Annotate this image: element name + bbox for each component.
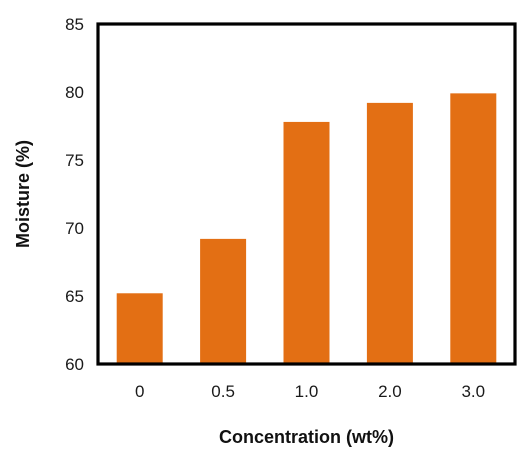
- x-tick-label: 0.5: [211, 382, 235, 401]
- y-tick-label: 60: [65, 355, 84, 374]
- y-axis-ticks: 60 65 70 75 80 85: [65, 15, 84, 374]
- y-tick-label: 75: [65, 151, 84, 170]
- x-axis-ticks: 0 0.5 1.0 2.0 3.0: [135, 382, 485, 401]
- bar-2.0: [366, 102, 413, 364]
- x-tick-label: 1.0: [295, 382, 319, 401]
- y-tick-label: 85: [65, 15, 84, 34]
- x-tick-label: 2.0: [378, 382, 402, 401]
- bar-3.0: [450, 93, 497, 365]
- y-axis-title: Moisture (%): [13, 140, 33, 248]
- x-tick-label: 0: [135, 382, 144, 401]
- bar-0.5: [200, 238, 247, 364]
- bar-1.0: [283, 121, 330, 364]
- x-axis-title: Concentration (wt%): [219, 427, 394, 447]
- plot-area-frame: [96, 22, 517, 366]
- bar-0: [116, 293, 163, 364]
- y-tick-label: 65: [65, 287, 84, 306]
- x-tick-label: 3.0: [461, 382, 485, 401]
- y-tick-label: 80: [65, 83, 84, 102]
- y-tick-label: 70: [65, 219, 84, 238]
- bars-layer: [116, 93, 497, 365]
